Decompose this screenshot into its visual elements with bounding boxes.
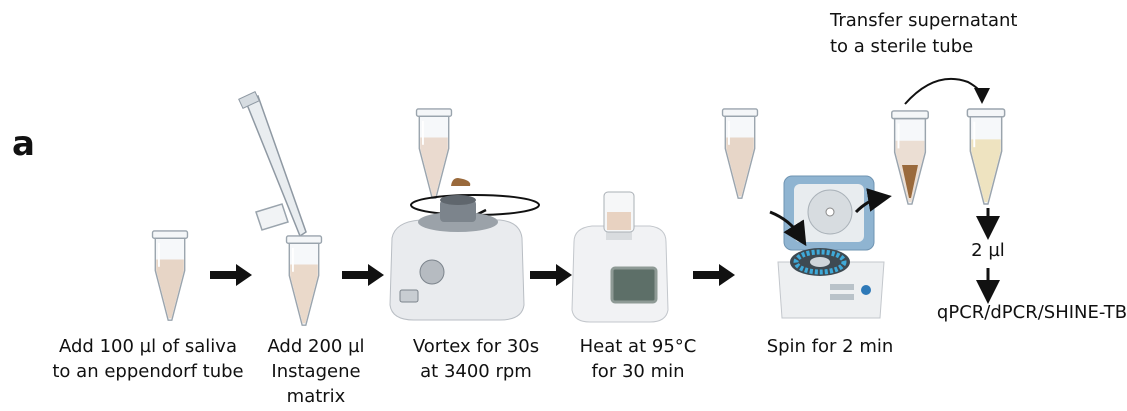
arrow (693, 264, 735, 286)
tube (721, 108, 759, 200)
open-cap (255, 203, 289, 231)
arrow (342, 264, 384, 286)
heat-block (571, 191, 669, 323)
arrow-in (769, 210, 807, 247)
step-label: to an eppendorf tube (52, 361, 243, 382)
tube (966, 108, 1006, 206)
arrow (210, 264, 252, 286)
pipette (238, 91, 307, 238)
pellet (451, 178, 471, 186)
panel-label: a (12, 124, 35, 164)
transfer-label: to a sterile tube (830, 36, 973, 57)
step-label: matrix (287, 386, 346, 407)
tube (415, 108, 453, 200)
step-label: Add 200 µl (267, 336, 364, 357)
centrifuge (777, 175, 885, 319)
step-labels: Add 100 µl of saliva to an eppendorf tube… (52, 336, 893, 407)
tube (285, 235, 323, 327)
step-label: Instagene (271, 361, 360, 382)
tube (151, 230, 189, 322)
step-label: for 30 min (591, 361, 684, 382)
readout: qPCR/dPCR/SHINE-TB (937, 302, 1127, 323)
transfer-arrow (904, 77, 990, 105)
step-label: Vortex for 30s (413, 336, 539, 357)
arrow-out (854, 188, 892, 214)
volume: 2 µl (971, 240, 1005, 261)
vortex-mixer (389, 195, 525, 321)
arrow (530, 264, 572, 286)
pellet (902, 165, 918, 198)
step-label: Heat at 95°C (580, 336, 697, 357)
step-label: Add 100 µl of saliva (59, 336, 237, 357)
step-label: at 3400 rpm (420, 361, 532, 382)
transfer-label: Transfer supernatant (829, 10, 1017, 31)
step-label: Spin for 2 min (767, 336, 894, 357)
